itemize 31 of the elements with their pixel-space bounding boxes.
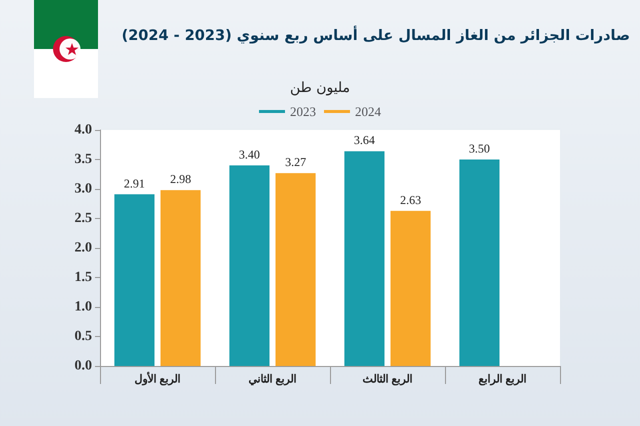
data-label: 3.64 [354,133,375,148]
y-tick-label: 0.0 [74,358,92,374]
legend-label: 2024 [355,104,382,119]
legend-label: 2023 [290,104,316,119]
bar [160,190,201,366]
x-tick-label: الربع الأول [134,372,181,386]
bar [276,173,316,366]
y-tick-label: 3.5 [74,152,92,167]
data-label: 3.40 [238,147,260,162]
bar [114,194,154,366]
x-tick-label: الربع الثالث [362,374,413,386]
x-tick-label: الربع الرابع [478,374,527,386]
data-label: 3.27 [285,155,306,170]
y-tick-label: 1.0 [74,300,92,314]
chart-title: صادرات الجزائر من الغاز المسال على أساس ربع سنوي (2023 - 2024) [122,28,630,44]
data-label: 2.91 [124,176,145,190]
y-tick-label: 2.5 [74,211,92,226]
data-label: 3.50 [468,142,490,156]
y-tick-label: 3.0 [74,182,92,196]
data-label: 2.63 [400,192,422,207]
data-label: 2.98 [170,172,192,186]
bar [390,210,431,366]
y-tick-label: 4.0 [74,122,92,138]
y-tick-label: 0.5 [74,329,92,344]
y-tick-label: 1.5 [74,270,92,285]
y-axis-title: مليون طن [290,80,350,96]
bar [459,160,500,366]
y-tick-label: 2.0 [74,240,92,256]
x-tick-label: الربع الثاني [248,374,297,386]
bar [344,151,384,366]
bar [229,165,270,366]
